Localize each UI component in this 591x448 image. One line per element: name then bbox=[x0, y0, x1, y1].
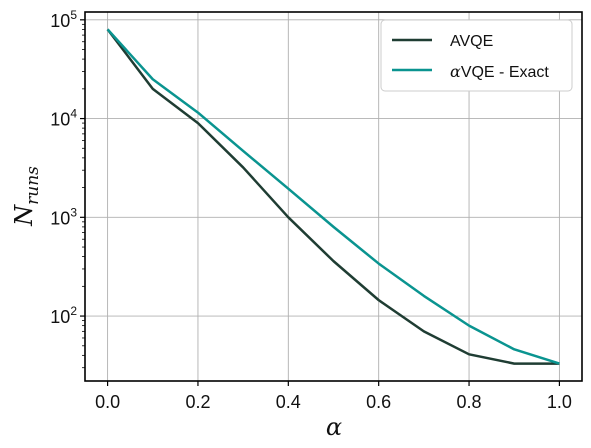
y-tick-label-exponent-3: 5 bbox=[70, 8, 77, 22]
x-tick-label-5: 1.0 bbox=[547, 392, 572, 412]
y-tick-label-base-0: 10 bbox=[50, 307, 70, 327]
legend-box bbox=[380, 19, 573, 92]
legend-label-alpha-rest: VQE - Exact bbox=[461, 64, 550, 81]
legend-label-alpha-vqe-exact: αVQE - Exact bbox=[450, 62, 549, 81]
x-tick-label-1: 0.2 bbox=[185, 392, 210, 412]
y-tick-label-base-1: 10 bbox=[50, 208, 70, 228]
y-tick-label-exponent-2: 4 bbox=[70, 107, 77, 121]
x-axis-ticks: 0.0 0.2 0.4 0.6 0.8 1.0 bbox=[95, 381, 572, 412]
plot-frame bbox=[84, 11, 583, 382]
y-axis-label-subscript: runs bbox=[23, 166, 43, 205]
y-axis-label-main: N bbox=[10, 204, 38, 227]
y-tick-label-exponent-0: 2 bbox=[70, 304, 77, 318]
svg-text:Nruns: Nruns bbox=[10, 166, 43, 227]
y-tick-label-exponent-1: 3 bbox=[70, 205, 77, 219]
x-tick-label-4: 0.8 bbox=[457, 392, 482, 412]
series-line-0 bbox=[106, 28, 560, 365]
x-tick-label-3: 0.6 bbox=[366, 392, 391, 412]
series-line-1 bbox=[106, 28, 560, 365]
y-tick-label-1: 103 bbox=[50, 205, 77, 228]
y-axis-label: Nruns bbox=[10, 166, 43, 227]
x-tick-label-0: 0.0 bbox=[95, 392, 120, 412]
y-tick-label-base-3: 10 bbox=[50, 11, 70, 31]
y-tick-label-3: 105 bbox=[50, 8, 77, 31]
y-tick-label-2: 104 bbox=[50, 107, 77, 130]
legend-label-avqe: AVQE bbox=[450, 33, 493, 50]
x-tick-label-2: 0.4 bbox=[276, 392, 301, 412]
y-tick-label-base-2: 10 bbox=[50, 110, 70, 130]
series-lines bbox=[106, 28, 560, 365]
x-axis-label: α bbox=[326, 413, 342, 441]
y-tick-label-0: 102 bbox=[50, 304, 77, 327]
legend: AVQE αVQE - Exact bbox=[380, 19, 573, 92]
legend-label-alpha-prefix: α bbox=[450, 62, 461, 81]
